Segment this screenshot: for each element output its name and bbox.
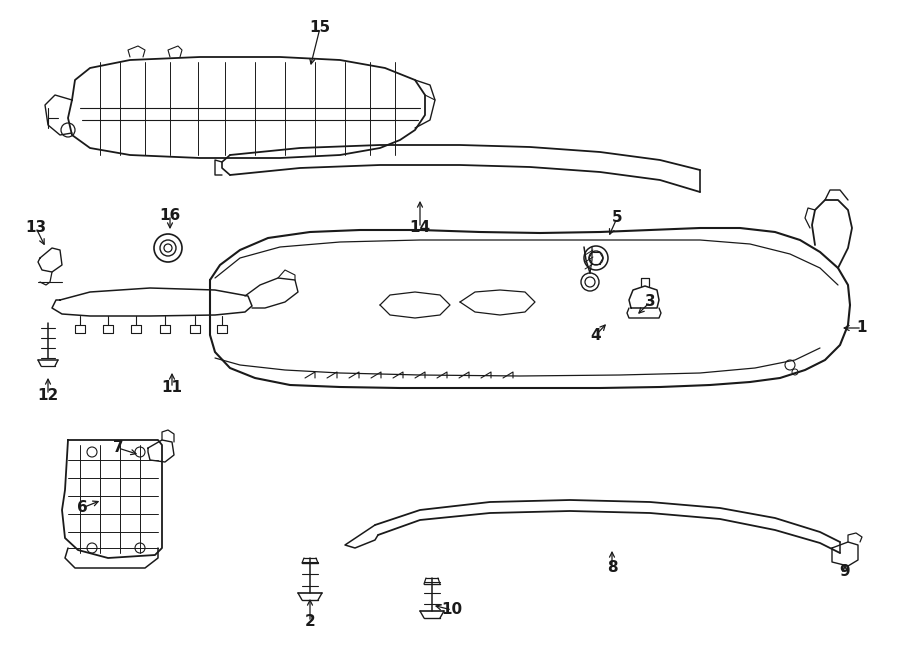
Text: 16: 16 xyxy=(159,208,181,223)
Text: 5: 5 xyxy=(612,210,622,225)
Text: 13: 13 xyxy=(25,221,47,235)
Text: 1: 1 xyxy=(857,321,868,336)
Text: 7: 7 xyxy=(112,440,123,455)
Text: 14: 14 xyxy=(410,221,430,235)
Text: 10: 10 xyxy=(441,602,463,617)
Text: 3: 3 xyxy=(644,295,655,309)
Text: 9: 9 xyxy=(840,564,850,580)
Text: 2: 2 xyxy=(304,615,315,629)
Text: 8: 8 xyxy=(607,561,617,576)
Text: 6: 6 xyxy=(76,500,87,516)
Text: 15: 15 xyxy=(310,20,330,36)
Text: 12: 12 xyxy=(38,387,58,403)
Text: 11: 11 xyxy=(161,381,183,395)
Text: 4: 4 xyxy=(590,327,601,342)
